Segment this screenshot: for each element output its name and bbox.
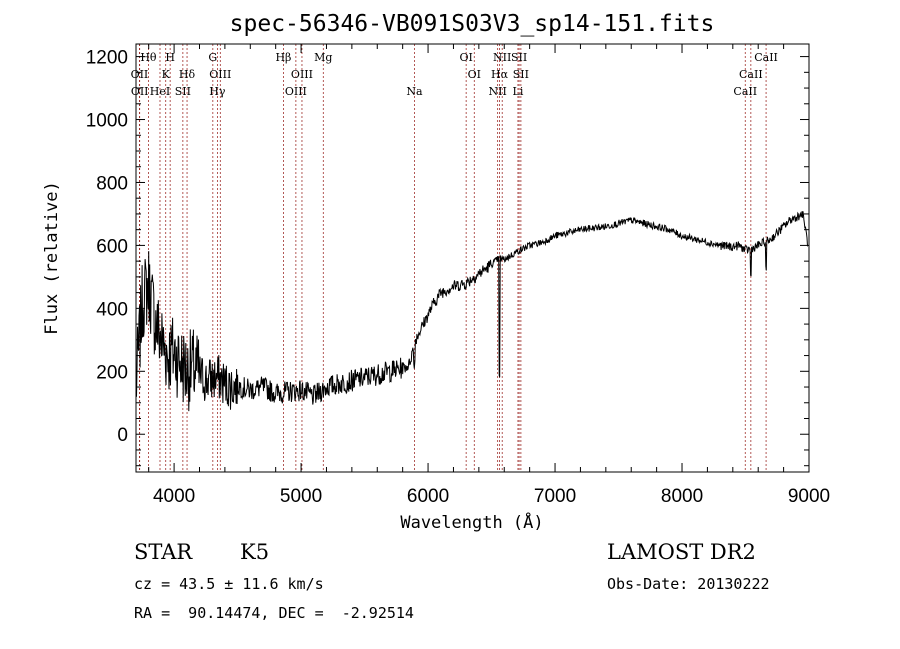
- y-axis-ticks: 0 200 400 600 800 1000 1200: [86, 48, 809, 467]
- y-tick-label-1000: 1000: [86, 111, 128, 132]
- spectral-line-label-19: Hα: [491, 68, 509, 81]
- x-axis-label: Wavelength (Å): [400, 511, 543, 533]
- plot-frame: [135, 43, 810, 473]
- spectral-line-label-18: NII: [493, 51, 511, 64]
- spectral-line-label-14: Mg: [314, 51, 332, 64]
- spectral-line-labels: HθOIIOIIHKHeIHδSIIGOIIIHγHβOIIIOIIIMgNaO…: [131, 51, 778, 98]
- y-tick-label-200: 200: [96, 362, 128, 383]
- x-tick-label-9000: 9000: [788, 486, 830, 507]
- spectral-line-label-2: OII: [131, 85, 149, 98]
- x-tick-label-7000: 7000: [534, 486, 576, 507]
- y-tick-label-800: 800: [96, 173, 128, 194]
- spectral-line-label-22: SII: [513, 68, 529, 81]
- x-tick-label-8000: 8000: [661, 486, 703, 507]
- spectral-line-label-16: OI: [459, 51, 472, 64]
- spectral-line-label-8: G: [208, 51, 217, 64]
- object-subclass: K5: [240, 540, 270, 564]
- spectrum-trace: [135, 211, 808, 412]
- y-tick-label-1200: 1200: [86, 48, 128, 69]
- spectral-line-label-6: Hδ: [179, 68, 196, 81]
- spectral-line-label-10: Hγ: [209, 85, 226, 98]
- spectral-line-label-1: OII: [131, 68, 149, 81]
- survey-name: LAMOST DR2: [607, 540, 756, 564]
- spectral-line-label-9: OIII: [209, 68, 231, 81]
- spectral-line-label-15: Na: [406, 85, 423, 98]
- y-axis-label: Flux (relative): [42, 181, 62, 335]
- redshift-cz: cz = 43.5 ± 11.6 km/s: [134, 575, 324, 593]
- spectral-line-label-25: CaII: [739, 68, 763, 81]
- x-tick-label-4000: 4000: [153, 486, 195, 507]
- spectral-line-label-17: OI: [468, 68, 481, 81]
- object-class: STAR: [134, 540, 193, 564]
- spectral-line-label-24: CaII: [754, 51, 778, 64]
- spectral-line-label-13: OIII: [285, 85, 307, 98]
- y-tick-label-400: 400: [96, 299, 128, 320]
- spectral-line-label-5: HeI: [150, 85, 170, 98]
- spectral-line-label-21: SII: [511, 51, 527, 64]
- x-tick-label-6000: 6000: [407, 486, 449, 507]
- spectral-line-label-23: Li: [513, 85, 524, 98]
- spectral-line-label-0: Hθ: [140, 51, 157, 64]
- spectral-line-label-3: H: [165, 51, 175, 64]
- spectral-line-label-20: NII: [488, 85, 506, 98]
- y-tick-label-0: 0: [117, 425, 128, 446]
- spectral-line-label-12: OIII: [291, 68, 313, 81]
- chart-title: spec-56346-VB091S03V3_sp14-151.fits: [230, 11, 715, 37]
- observation-date: Obs-Date: 20130222: [607, 575, 770, 593]
- x-tick-label-5000: 5000: [280, 486, 322, 507]
- y-tick-label-600: 600: [96, 236, 128, 257]
- x-axis-ticks: 4000 5000 6000 7000 8000 9000: [148, 44, 830, 507]
- ra-dec: RA = 90.14474, DEC = -2.92514: [134, 604, 414, 622]
- spectral-line-label-11: Hβ: [275, 51, 291, 64]
- spectral-line-markers: [139, 44, 767, 472]
- spectral-line-label-7: SII: [175, 85, 191, 98]
- spectral-line-label-4: K: [162, 68, 171, 81]
- spectral-line-label-26: CaII: [733, 85, 757, 98]
